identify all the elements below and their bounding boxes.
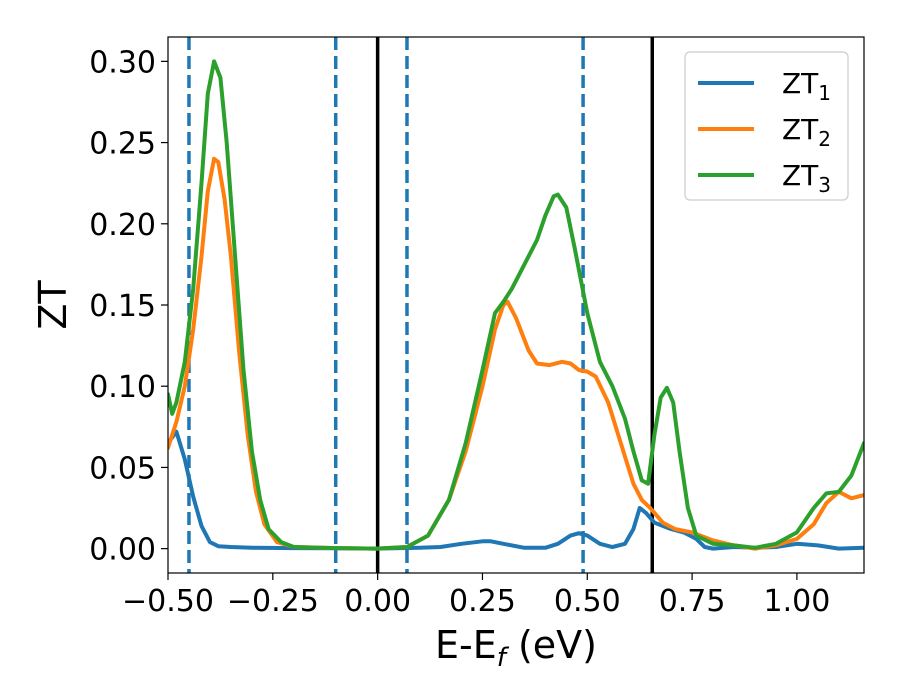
- legend-label-sub: 1: [818, 81, 831, 105]
- x-axis-label-main: E-E: [435, 623, 497, 667]
- x-tick-label: 1.00: [764, 584, 831, 619]
- x-tick-label: 0.50: [554, 584, 621, 619]
- legend-label-main: ZT: [782, 113, 819, 146]
- y-tick-label: 0.10: [89, 370, 156, 405]
- series-line-zt3: [168, 59, 864, 551]
- legend-label-sub: 3: [818, 173, 831, 197]
- series-line-zt2: [168, 156, 864, 551]
- y-tick-label: 0.15: [89, 289, 156, 324]
- legend-label-zt2: ZT2: [782, 113, 831, 151]
- x-axis-label-unit: (eV): [506, 623, 597, 667]
- x-tick-label: 0.75: [659, 584, 726, 619]
- x-axis-label: E-Ef (eV): [435, 623, 597, 673]
- legend-box: [684, 51, 849, 201]
- y-tick-label: 0.05: [89, 451, 156, 486]
- legend-label-main: ZT: [782, 67, 819, 100]
- legend-label-zt3: ZT3: [782, 159, 831, 197]
- x-tick-label: 0.00: [344, 584, 411, 619]
- y-tick-label: 0.25: [89, 127, 156, 162]
- x-tick-label: −0.50: [122, 584, 214, 619]
- x-tick-label: −0.25: [227, 584, 319, 619]
- legend-label-sub: 2: [818, 127, 831, 151]
- x-tick-label: 0.25: [449, 584, 516, 619]
- series-line-zt1: [168, 429, 864, 551]
- y-axis-label: ZT: [31, 280, 75, 330]
- legend-label-main: ZT: [782, 159, 819, 192]
- y-tick-label: 0.00: [89, 533, 156, 568]
- y-axis-ticks: 0.00 0.05 0.10 0.15 0.20 0.25 0.30: [89, 45, 168, 568]
- legend-label-zt1: ZT1: [782, 67, 831, 105]
- series-lines: [168, 59, 864, 551]
- y-tick-label: 0.20: [89, 208, 156, 243]
- reference-lines: [187, 37, 655, 573]
- x-axis-ticks: −0.50 −0.25 0.00 0.25 0.50 0.75 1.00: [122, 573, 830, 619]
- y-tick-label: 0.30: [89, 45, 156, 80]
